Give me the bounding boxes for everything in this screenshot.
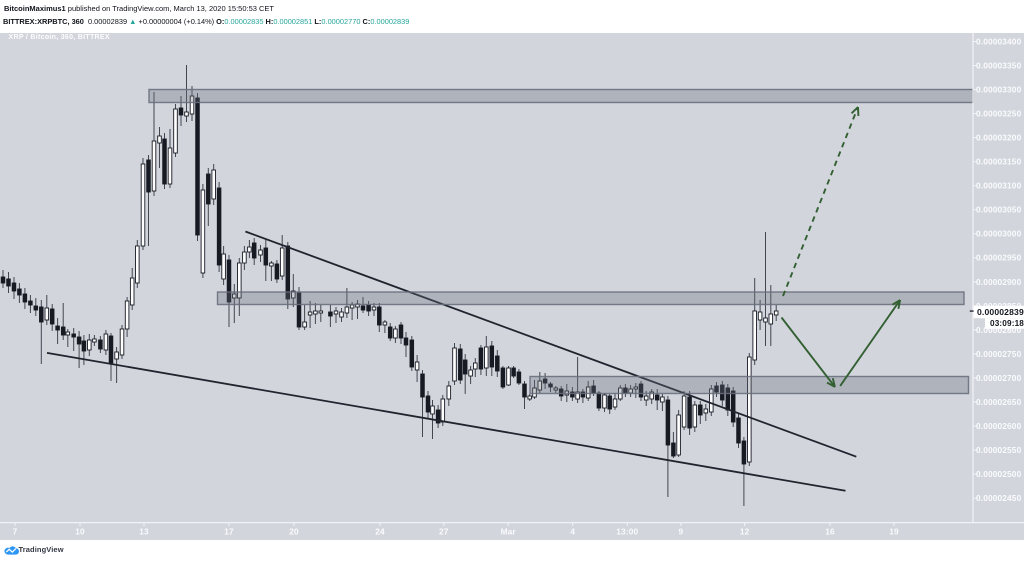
svg-text:19: 19 <box>889 527 899 537</box>
svg-text:7: 7 <box>13 527 18 537</box>
svg-text:12: 12 <box>740 527 750 537</box>
svg-text:0.00003050: 0.00003050 <box>976 205 1022 215</box>
svg-text:0.00003350: 0.00003350 <box>976 60 1022 70</box>
svg-text:27: 27 <box>439 527 449 537</box>
svg-text:16: 16 <box>825 527 835 537</box>
svg-text:0.00002650: 0.00002650 <box>976 397 1022 407</box>
svg-text:0.00003250: 0.00003250 <box>976 109 1022 119</box>
svg-text:0.00003100: 0.00003100 <box>976 181 1022 191</box>
svg-text:17: 17 <box>224 527 234 537</box>
svg-text:4: 4 <box>570 527 575 537</box>
svg-text:0.00002600: 0.00002600 <box>976 421 1022 431</box>
svg-text:13: 13 <box>139 527 149 537</box>
svg-text:0.00003200: 0.00003200 <box>976 133 1022 143</box>
svg-text:0.00003000: 0.00003000 <box>976 229 1022 239</box>
svg-text:0.00002450: 0.00002450 <box>976 493 1022 503</box>
svg-text:0.00002900: 0.00002900 <box>976 277 1022 287</box>
svg-text:13:00: 13:00 <box>616 527 638 537</box>
svg-text:0.00003300: 0.00003300 <box>976 85 1022 95</box>
svg-text:0.00002950: 0.00002950 <box>976 253 1022 263</box>
svg-text:03:09:18: 03:09:18 <box>990 319 1024 328</box>
svg-text:Mar: Mar <box>501 527 517 537</box>
svg-text:20: 20 <box>289 527 299 537</box>
svg-text:10: 10 <box>75 527 85 537</box>
svg-text:0.00002800: 0.00002800 <box>976 325 1022 335</box>
svg-text:9: 9 <box>679 527 684 537</box>
svg-text:0.00003400: 0.00003400 <box>976 36 1022 46</box>
svg-text:0.00002700: 0.00002700 <box>976 373 1022 383</box>
svg-text:0.00002750: 0.00002750 <box>976 349 1022 359</box>
svg-text:0.00002839: 0.00002839 <box>977 307 1024 317</box>
svg-text:0.00003150: 0.00003150 <box>976 157 1022 167</box>
svg-text:24: 24 <box>375 527 385 537</box>
svg-text:0.00002550: 0.00002550 <box>976 445 1022 455</box>
svg-text:0.00002500: 0.00002500 <box>976 469 1022 479</box>
